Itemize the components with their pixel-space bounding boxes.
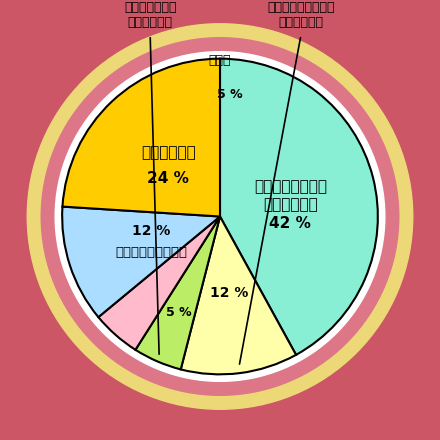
Text: 金銭面の問題: 金銭面の問題 [141, 146, 196, 161]
Text: 5 %: 5 % [165, 306, 191, 319]
Wedge shape [136, 216, 220, 370]
Wedge shape [62, 59, 220, 216]
Wedge shape [220, 59, 378, 355]
Circle shape [16, 13, 424, 421]
Text: 親がいなくなること: 親がいなくなること [115, 246, 187, 260]
Text: 5 %: 5 % [217, 88, 242, 102]
Wedge shape [99, 216, 220, 350]
Text: その他: その他 [209, 54, 231, 67]
Text: 12 %: 12 % [210, 286, 249, 300]
Text: 42 %: 42 % [269, 216, 311, 231]
Wedge shape [62, 207, 220, 317]
Text: 24 %: 24 % [147, 171, 189, 186]
Circle shape [55, 51, 385, 381]
Circle shape [41, 38, 399, 395]
Circle shape [27, 24, 413, 409]
Text: 孤独死するかも
しれないこと: 孤独死するかも しれないこと [124, 1, 176, 29]
Wedge shape [181, 216, 296, 374]
Text: ずっと結婚できない
気がすること: ずっと結婚できない 気がすること [267, 1, 335, 29]
Text: 12 %: 12 % [132, 224, 170, 238]
Text: 働き続けなければ
いけないこと: 働き続けなければ いけないこと [254, 180, 327, 212]
